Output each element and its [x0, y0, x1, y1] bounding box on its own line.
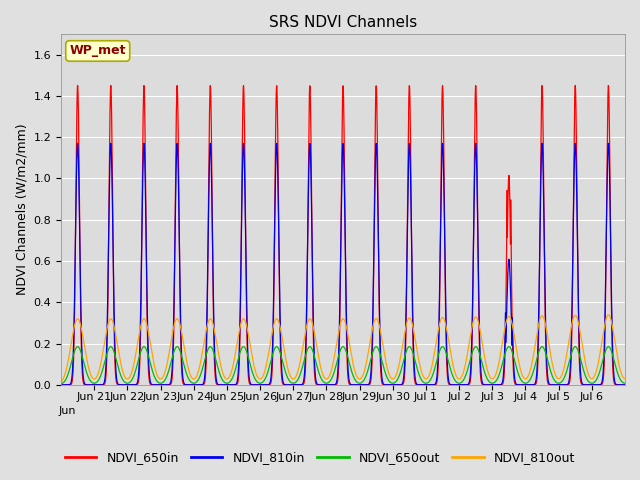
NDVI_650out — [57, 381, 65, 387]
NDVI_810out — [605, 312, 612, 318]
NDVI_810in — [443, 348, 451, 353]
NDVI_810out — [57, 379, 65, 385]
NDVI_650out — [443, 352, 451, 358]
NDVI_650out — [605, 344, 612, 349]
NDVI_810out — [621, 376, 629, 382]
Text: WP_met: WP_met — [70, 45, 126, 58]
NDVI_810in — [621, 382, 629, 388]
NDVI_650out — [349, 373, 357, 379]
NDVI_810in — [586, 382, 594, 388]
NDVI_810in — [559, 382, 567, 388]
NDVI_650in — [524, 382, 532, 388]
NDVI_810in — [57, 382, 65, 388]
NDVI_810in — [524, 382, 532, 388]
Line: NDVI_810out: NDVI_810out — [61, 315, 625, 382]
NDVI_810out — [586, 374, 594, 380]
NDVI_810out — [349, 362, 357, 368]
NDVI_650in — [392, 382, 400, 388]
NDVI_810in — [74, 141, 81, 146]
NDVI_650in — [443, 362, 451, 368]
Y-axis label: NDVI Channels (W/m2/mm): NDVI Channels (W/m2/mm) — [15, 123, 28, 295]
NDVI_650in — [559, 382, 567, 388]
NDVI_650in — [586, 382, 594, 388]
NDVI_650out — [392, 379, 399, 385]
NDVI_650in — [349, 382, 357, 388]
Line: NDVI_650in: NDVI_650in — [61, 85, 625, 385]
NDVI_810in — [349, 382, 357, 388]
NDVI_810out — [524, 373, 532, 379]
Legend: NDVI_650in, NDVI_810in, NDVI_650out, NDVI_810out: NDVI_650in, NDVI_810in, NDVI_650out, NDV… — [60, 446, 580, 469]
NDVI_650out — [524, 379, 532, 385]
NDVI_650in — [74, 83, 81, 88]
NDVI_650in — [57, 382, 65, 388]
NDVI_650in — [621, 382, 629, 388]
Title: SRS NDVI Channels: SRS NDVI Channels — [269, 15, 417, 30]
NDVI_650out — [586, 380, 594, 385]
NDVI_810in — [392, 382, 400, 388]
NDVI_810out — [559, 368, 567, 373]
NDVI_810out — [392, 373, 399, 379]
NDVI_650out — [559, 377, 567, 383]
NDVI_650out — [621, 380, 629, 386]
Line: NDVI_810in: NDVI_810in — [61, 144, 625, 385]
Line: NDVI_650out: NDVI_650out — [61, 347, 625, 384]
Text: Jun: Jun — [58, 406, 76, 416]
NDVI_810out — [443, 326, 451, 332]
